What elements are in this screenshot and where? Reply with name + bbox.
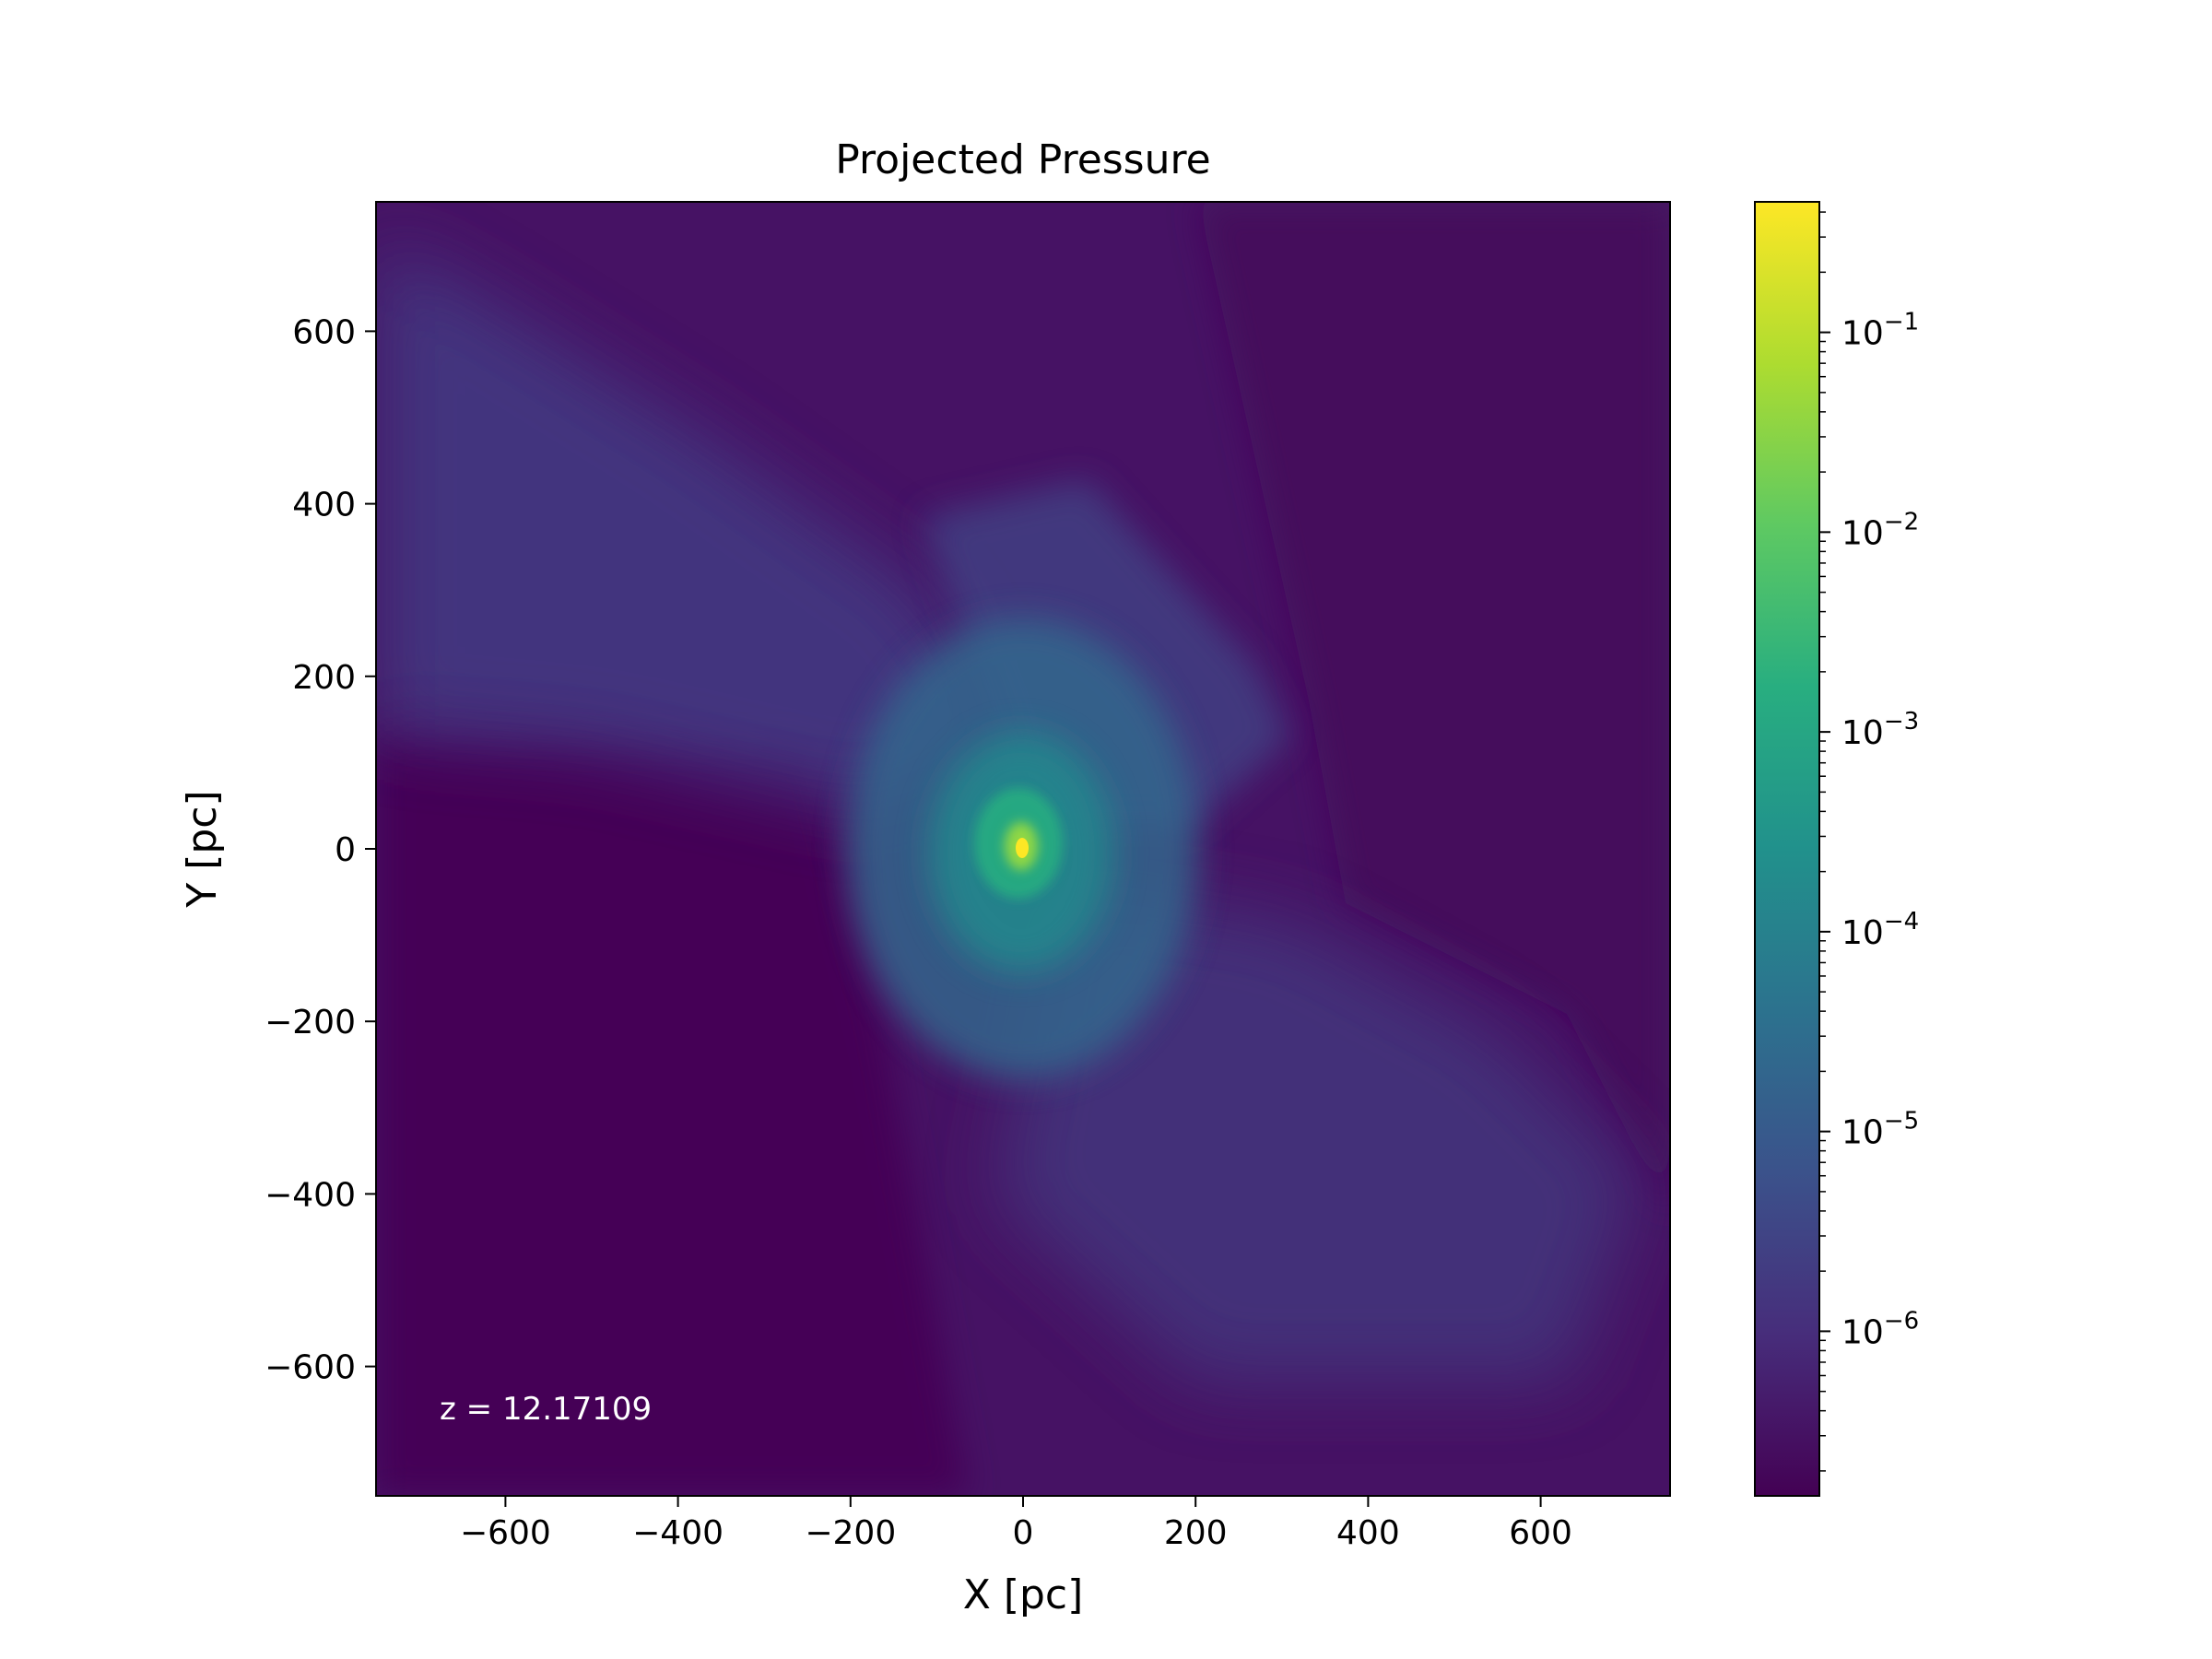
x-tick-label: 600	[1509, 1514, 1572, 1552]
y-axis-label: Y [pc]	[179, 790, 226, 908]
chart-title: Projected Pressure	[835, 136, 1210, 183]
colorbar-tick-exponent: −1	[1884, 309, 1919, 336]
colorbar-tick-base: 10	[1841, 1114, 1884, 1152]
colorbar-tick-label: 10−5	[1841, 1108, 1919, 1152]
heatmap-lobe-lower-right	[995, 885, 1641, 1382]
colorbar	[1754, 201, 1820, 1497]
colorbar-tick-exponent: −6	[1884, 1307, 1919, 1335]
heatmap-peak	[1016, 838, 1029, 858]
heatmap-dark-lower-left	[376, 737, 968, 1496]
heatmap-dark-right	[1198, 202, 1670, 1217]
pressure-heatmap	[376, 202, 1670, 1496]
colorbar-tick-exponent: −2	[1884, 508, 1919, 535]
x-tick-label: −200	[805, 1514, 896, 1552]
colorbar-tick-label: 10−2	[1841, 508, 1919, 552]
x-axis: −600 −400 −200 0 200 400 600	[460, 1496, 1572, 1552]
y-axis: −600 −400 −200 0 200 400 600	[265, 313, 376, 1387]
colorbar-tick-base: 10	[1841, 514, 1884, 552]
colorbar-tick-exponent: −3	[1884, 708, 1919, 735]
redshift-annotation: z = 12.17109	[440, 1391, 652, 1428]
x-axis-label: X [pc]	[963, 1571, 1084, 1618]
colorbar-tick-label: 10−3	[1841, 708, 1919, 752]
colorbar-tick-exponent: −4	[1884, 908, 1919, 935]
colorbar-tick-base: 10	[1841, 914, 1884, 952]
y-tick-label: −200	[265, 1004, 356, 1041]
x-tick-label: 400	[1336, 1514, 1400, 1552]
y-tick-label: 0	[335, 831, 356, 869]
colorbar-tick-label: 10−4	[1841, 908, 1919, 952]
y-tick-label: −400	[265, 1176, 356, 1214]
x-tick-label: 200	[1164, 1514, 1228, 1552]
x-tick-label: 0	[1013, 1514, 1034, 1552]
colorbar-tick-label: 10−1	[1841, 309, 1919, 353]
x-tick-label: −400	[632, 1514, 724, 1552]
colorbar-tick-base: 10	[1841, 714, 1884, 752]
y-tick-label: 400	[292, 487, 356, 524]
heatmap-lobe-upper-left	[376, 240, 1014, 811]
colorbar-tick-base: 10	[1841, 315, 1884, 353]
colorbar-tick-exponent: −5	[1884, 1108, 1919, 1135]
colorbar-tick-base: 10	[1841, 1313, 1884, 1351]
colorbar-tick-label: 10−6	[1841, 1307, 1919, 1351]
y-tick-label: 200	[292, 659, 356, 697]
y-tick-label: −600	[265, 1349, 356, 1387]
y-tick-label: 600	[292, 313, 356, 351]
colorbar-ticks: 10−610−510−410−310−210−1	[1819, 211, 1919, 1472]
x-tick-label: −600	[460, 1514, 551, 1552]
